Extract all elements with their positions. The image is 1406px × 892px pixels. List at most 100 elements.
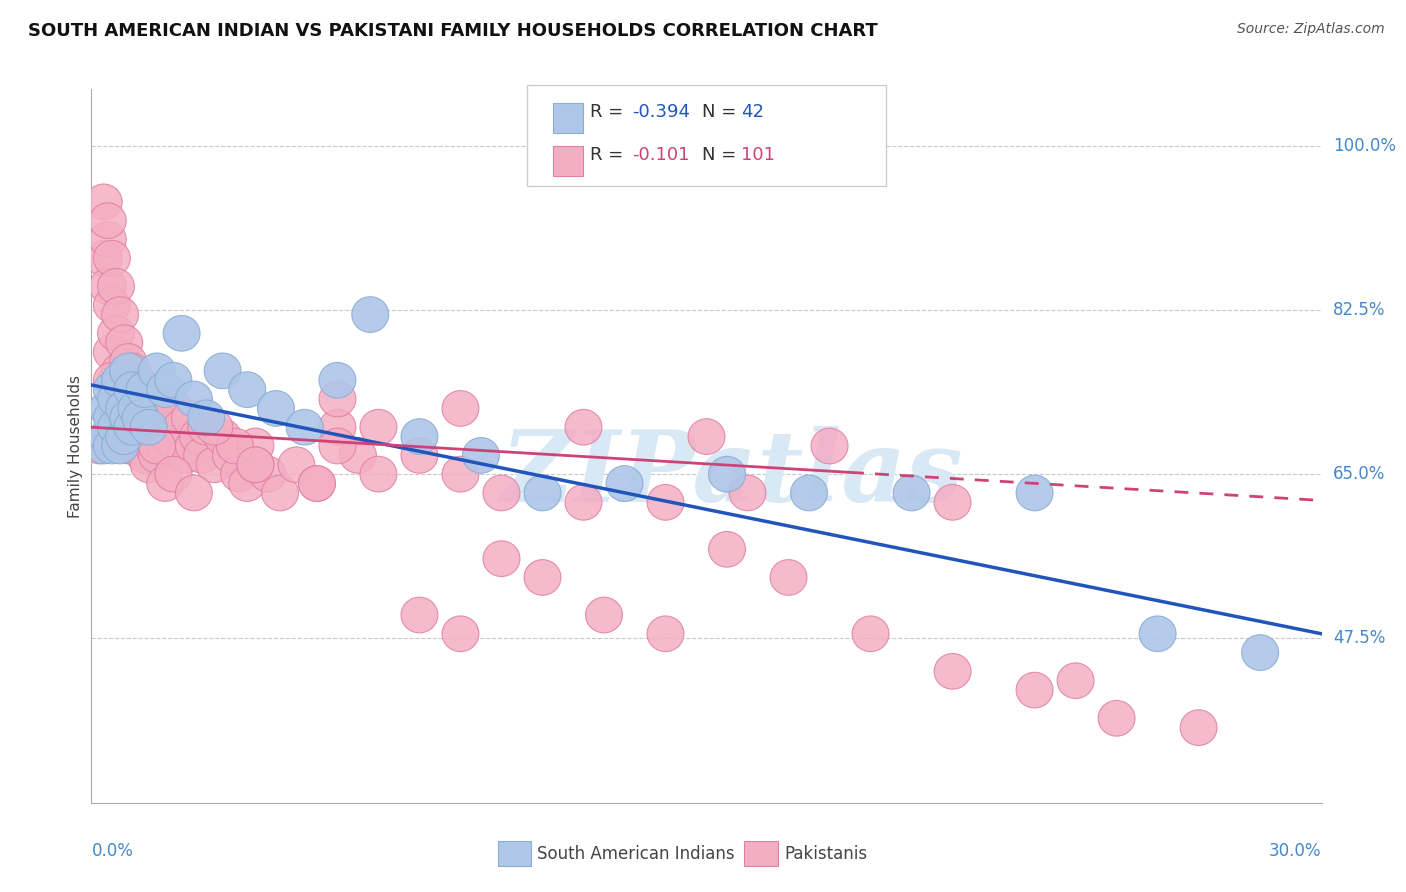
Y-axis label: Family Households: Family Households xyxy=(67,375,83,517)
Ellipse shape xyxy=(131,409,167,445)
Ellipse shape xyxy=(135,391,172,426)
Ellipse shape xyxy=(146,466,184,501)
Ellipse shape xyxy=(155,362,191,398)
Ellipse shape xyxy=(176,428,212,464)
Ellipse shape xyxy=(339,438,377,474)
Ellipse shape xyxy=(105,391,142,426)
Ellipse shape xyxy=(606,466,643,501)
Ellipse shape xyxy=(97,381,135,417)
Ellipse shape xyxy=(163,316,200,351)
Ellipse shape xyxy=(127,372,163,408)
Ellipse shape xyxy=(93,240,131,276)
Ellipse shape xyxy=(934,484,972,520)
Ellipse shape xyxy=(90,268,127,304)
Ellipse shape xyxy=(1057,663,1094,698)
Text: ZIPatlas: ZIPatlas xyxy=(501,426,962,523)
Ellipse shape xyxy=(101,428,139,464)
Ellipse shape xyxy=(127,391,163,426)
Ellipse shape xyxy=(93,372,131,408)
Ellipse shape xyxy=(101,362,139,398)
Ellipse shape xyxy=(135,428,172,464)
Ellipse shape xyxy=(709,532,745,567)
Ellipse shape xyxy=(86,428,122,464)
Ellipse shape xyxy=(142,409,180,445)
Ellipse shape xyxy=(298,466,336,501)
Text: 42: 42 xyxy=(741,103,765,121)
Text: -0.394: -0.394 xyxy=(631,103,690,121)
Ellipse shape xyxy=(352,297,388,333)
Ellipse shape xyxy=(163,409,200,445)
Ellipse shape xyxy=(139,353,176,389)
Ellipse shape xyxy=(238,447,274,483)
Ellipse shape xyxy=(484,541,520,576)
Text: 0.0%: 0.0% xyxy=(91,842,134,860)
Ellipse shape xyxy=(401,418,437,454)
Ellipse shape xyxy=(360,457,396,492)
Ellipse shape xyxy=(565,484,602,520)
Ellipse shape xyxy=(188,409,225,445)
Ellipse shape xyxy=(401,597,437,632)
Text: R =: R = xyxy=(589,103,628,121)
Ellipse shape xyxy=(101,297,139,333)
Ellipse shape xyxy=(90,202,127,238)
Ellipse shape xyxy=(118,391,155,426)
Ellipse shape xyxy=(167,438,204,474)
Text: 30.0%: 30.0% xyxy=(1270,842,1322,860)
Ellipse shape xyxy=(221,457,257,492)
Ellipse shape xyxy=(110,400,146,435)
Ellipse shape xyxy=(319,428,356,464)
Ellipse shape xyxy=(118,362,155,398)
Ellipse shape xyxy=(82,428,118,464)
Ellipse shape xyxy=(146,372,184,408)
Ellipse shape xyxy=(249,457,287,492)
Ellipse shape xyxy=(730,475,766,511)
Ellipse shape xyxy=(212,438,249,474)
Ellipse shape xyxy=(195,447,233,483)
Ellipse shape xyxy=(110,353,146,389)
Ellipse shape xyxy=(441,616,479,652)
Ellipse shape xyxy=(105,391,142,426)
Ellipse shape xyxy=(441,391,479,426)
Ellipse shape xyxy=(176,381,212,417)
Ellipse shape xyxy=(139,438,176,474)
Ellipse shape xyxy=(155,457,191,492)
Ellipse shape xyxy=(86,184,122,219)
Ellipse shape xyxy=(172,400,208,435)
Ellipse shape xyxy=(105,409,142,445)
Text: Source: ZipAtlas.com: Source: ZipAtlas.com xyxy=(1237,22,1385,37)
Ellipse shape xyxy=(585,597,623,632)
Ellipse shape xyxy=(229,466,266,501)
Ellipse shape xyxy=(1241,635,1278,671)
Ellipse shape xyxy=(122,400,159,435)
Text: -0.101: -0.101 xyxy=(631,146,689,164)
Ellipse shape xyxy=(852,616,889,652)
Text: R =: R = xyxy=(589,146,628,164)
Ellipse shape xyxy=(105,372,142,408)
Ellipse shape xyxy=(159,428,195,464)
Ellipse shape xyxy=(114,409,150,445)
Ellipse shape xyxy=(122,409,159,445)
Ellipse shape xyxy=(105,325,142,360)
Ellipse shape xyxy=(97,409,135,445)
Ellipse shape xyxy=(97,268,135,304)
Ellipse shape xyxy=(229,372,266,408)
Ellipse shape xyxy=(524,475,561,511)
Ellipse shape xyxy=(319,381,356,417)
Ellipse shape xyxy=(110,343,146,379)
Ellipse shape xyxy=(114,353,150,389)
Ellipse shape xyxy=(93,428,131,464)
Text: 101: 101 xyxy=(741,146,776,164)
Text: 47.5%: 47.5% xyxy=(1333,630,1385,648)
Ellipse shape xyxy=(139,428,176,464)
Ellipse shape xyxy=(278,447,315,483)
Ellipse shape xyxy=(150,418,188,454)
Ellipse shape xyxy=(709,457,745,492)
Ellipse shape xyxy=(139,400,176,435)
Ellipse shape xyxy=(131,409,167,445)
Ellipse shape xyxy=(1017,475,1053,511)
Ellipse shape xyxy=(204,418,240,454)
Ellipse shape xyxy=(127,438,163,474)
Ellipse shape xyxy=(262,475,298,511)
Ellipse shape xyxy=(204,353,240,389)
Ellipse shape xyxy=(1180,710,1218,746)
